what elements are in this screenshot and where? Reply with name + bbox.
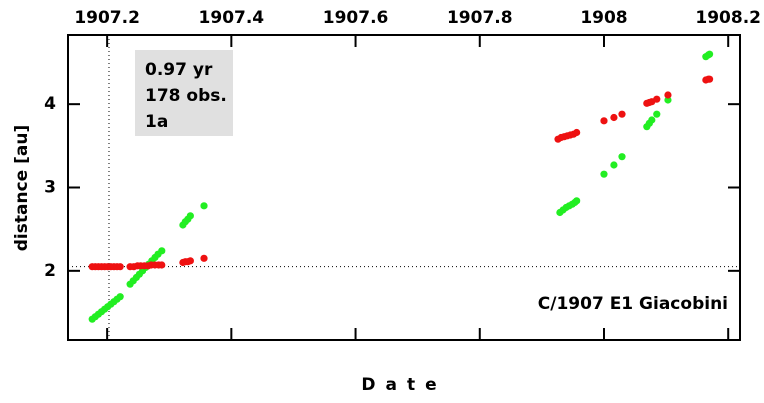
point [610,161,618,169]
object-label: C/1907 E1 Giacobini [538,294,728,314]
x-tick-label: 1908 [580,8,627,28]
point [648,116,656,124]
point [618,110,626,118]
y-axis-label: distance [au] [12,125,32,251]
y-tick-label: 3 [44,178,56,198]
x-tick-label: 1907.4 [199,8,265,28]
point [200,202,208,210]
point [116,293,124,301]
x-tick-label: 1908.2 [695,8,761,28]
point [186,212,194,220]
x-axis-label: Date [361,375,446,395]
point [200,254,208,262]
point [158,247,166,255]
y-tick-label: 4 [44,94,56,114]
y-tick-label: 2 [44,261,56,281]
point [705,50,714,58]
point [664,96,672,104]
point [186,257,194,265]
annotation: 1a [145,112,168,132]
point [653,95,661,103]
point [158,261,166,269]
point [705,75,714,83]
point [573,197,581,205]
point [653,110,661,118]
info-box [135,50,233,136]
x-tick-label: 1907.6 [323,8,389,28]
annotation: 0.97 yr [145,60,213,80]
point [116,263,124,271]
x-tick-label: 1907.8 [447,8,513,28]
point [600,170,608,178]
point [600,117,608,125]
point [573,128,581,137]
x-tick-label: 1907.2 [74,8,140,28]
point [610,113,618,122]
annotation: 178 obs. [145,86,227,106]
point [664,91,672,99]
point [618,153,626,161]
